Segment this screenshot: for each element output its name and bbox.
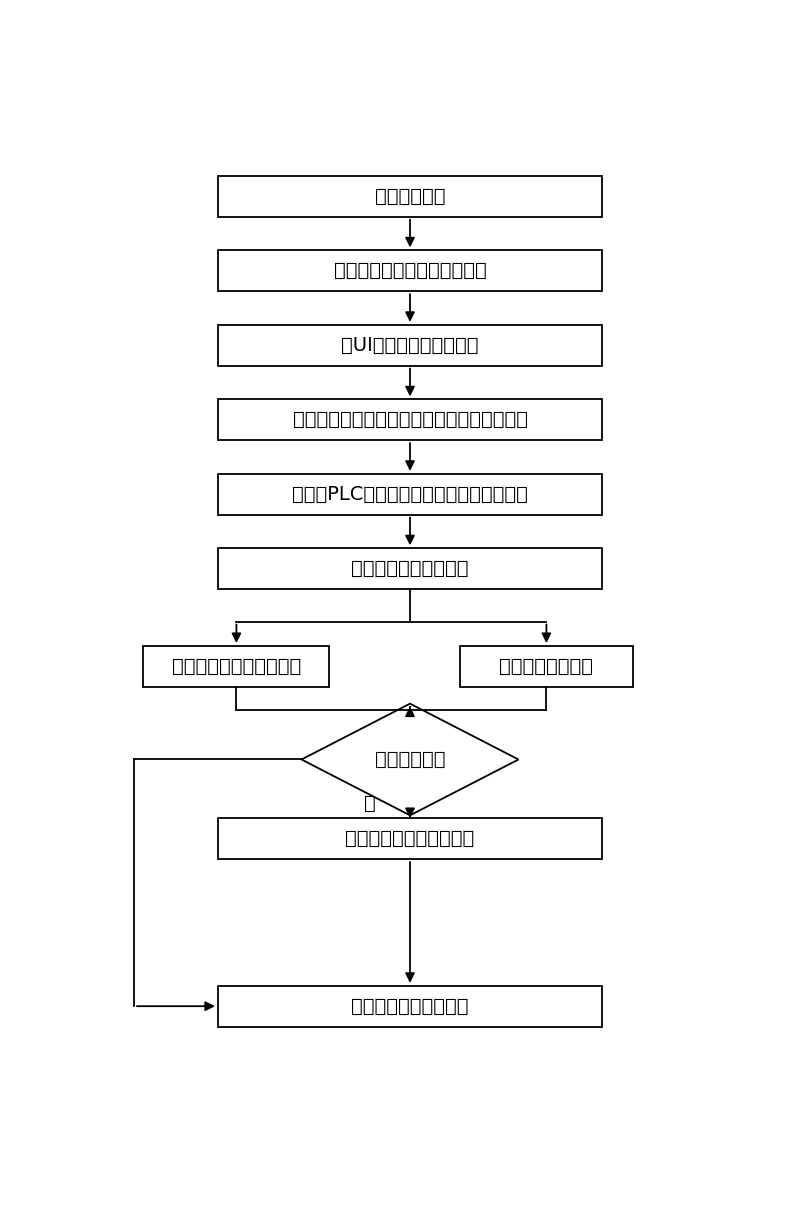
- Bar: [459, 646, 634, 687]
- Text: 是: 是: [364, 794, 375, 812]
- Bar: [218, 985, 602, 1026]
- Text: 生成配置文件: 生成配置文件: [374, 186, 446, 206]
- Text: 是否出现故障: 是否出现故障: [374, 750, 446, 769]
- Bar: [218, 399, 602, 440]
- Text: 选择对设备的操作方式: 选择对设备的操作方式: [351, 559, 469, 578]
- Bar: [218, 175, 602, 216]
- Text: 任务完成后，进行反馈: 任务完成后，进行反馈: [351, 996, 469, 1016]
- Text: 读取配置文件，进行逻辑验证: 读取配置文件，进行逻辑验证: [334, 261, 486, 280]
- Bar: [143, 646, 330, 687]
- Text: 对UI元素进行赋值或修改: 对UI元素进行赋值或修改: [342, 336, 478, 354]
- Polygon shape: [302, 704, 518, 815]
- Bar: [218, 548, 602, 589]
- Text: 解析配置文件，得到设备之间组合工作的路径: 解析配置文件，得到设备之间组合工作的路径: [293, 410, 527, 429]
- Text: 排除故障，继续完成任务: 排除故障，继续完成任务: [346, 829, 474, 849]
- Bar: [218, 325, 602, 365]
- Text: 联机自动操作方式: 联机自动操作方式: [499, 656, 594, 676]
- Bar: [218, 818, 602, 860]
- Bar: [218, 250, 602, 291]
- Bar: [218, 474, 602, 515]
- Text: 堆垛机单机自动操作方式: 堆垛机单机自动操作方式: [172, 656, 301, 676]
- Text: 获取向PLC发送的控制设备运转的通讯电报: 获取向PLC发送的控制设备运转的通讯电报: [292, 485, 528, 504]
